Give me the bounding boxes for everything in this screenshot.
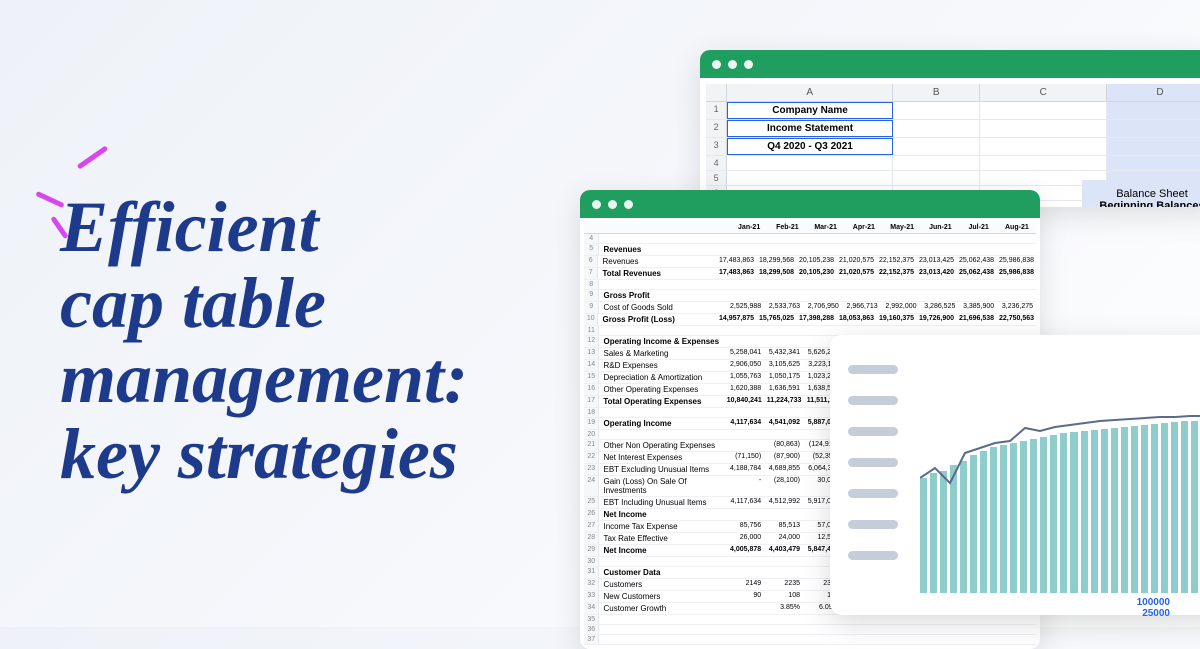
window-dot-icon <box>608 200 617 209</box>
chart-panel <box>830 335 1200 615</box>
month-header-row: Jan-21Feb-21Mar-21Apr-21May-21Jun-21Jul-… <box>584 222 1036 234</box>
chart-area <box>920 353 1200 593</box>
balance-subtitle: Beginning Balances <box>1088 200 1200 207</box>
col-header: B <box>893 84 981 101</box>
window-dot-icon <box>728 60 737 69</box>
chart-legend <box>848 365 898 560</box>
window-dot-icon <box>712 60 721 69</box>
column-header-row: A B C D <box>706 84 1200 102</box>
window-dot-icon <box>592 200 601 209</box>
headline-text: Efficientcap tablemanagement:key strateg… <box>60 190 468 492</box>
col-header: C <box>980 84 1107 101</box>
window-titlebar <box>580 190 1040 218</box>
balance-title: Balance Sheet <box>1088 188 1200 200</box>
col-header: A <box>727 84 892 101</box>
window-dot-icon <box>744 60 753 69</box>
window-titlebar <box>700 50 1200 78</box>
window-dot-icon <box>624 200 633 209</box>
balance-sheet-block: Balance Sheet Beginning Balances BB BB A… <box>1082 180 1200 207</box>
bottom-numbers: 100000 25000 <box>1137 597 1170 619</box>
chart-line <box>920 383 1200 593</box>
spreadsheet-window-back: A B C D 1Company Name2Income Statement3Q… <box>700 50 1200 207</box>
col-header: D <box>1107 84 1200 101</box>
